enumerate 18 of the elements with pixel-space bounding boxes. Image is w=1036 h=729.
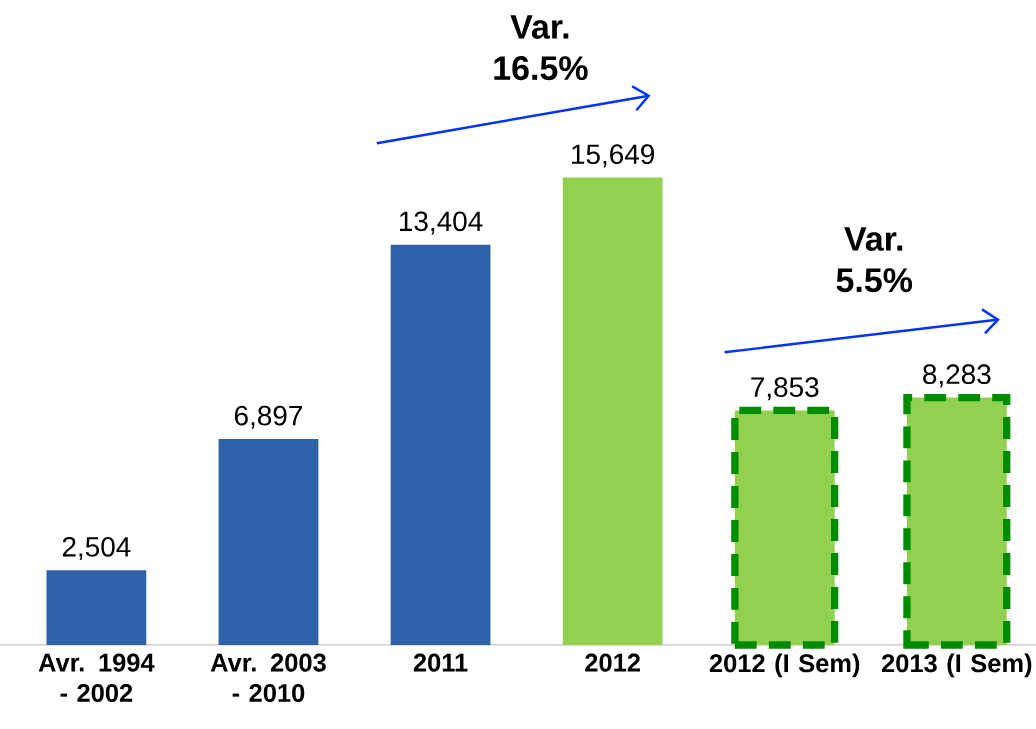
data-label: 8,283 <box>923 364 991 388</box>
x-tick-label: Avr. 1994 - 2002 <box>38 653 155 702</box>
data-label: 2,504 <box>62 536 131 561</box>
text: Var. 16.5% <box>494 15 588 81</box>
bar <box>46 570 147 646</box>
data-label: 15,649 <box>572 144 654 168</box>
data-label: 7,853 <box>751 377 819 401</box>
bar <box>390 244 491 646</box>
x-tick-label: 2013 (I Sem) <box>881 653 1032 678</box>
x-tick-label: 2011 <box>413 653 468 672</box>
data-label: 6,897 <box>234 405 302 429</box>
bar <box>562 177 663 646</box>
annotation: Var. 5.5% <box>836 227 913 293</box>
x-tick-label: 2012 <box>585 653 640 672</box>
x-tick-label: 2012 (I Sem) <box>709 653 860 678</box>
data-label: 13,404 <box>400 211 483 235</box>
bar <box>218 439 319 646</box>
x-tick-label: Avr. 2003 - 2010 <box>210 653 326 702</box>
